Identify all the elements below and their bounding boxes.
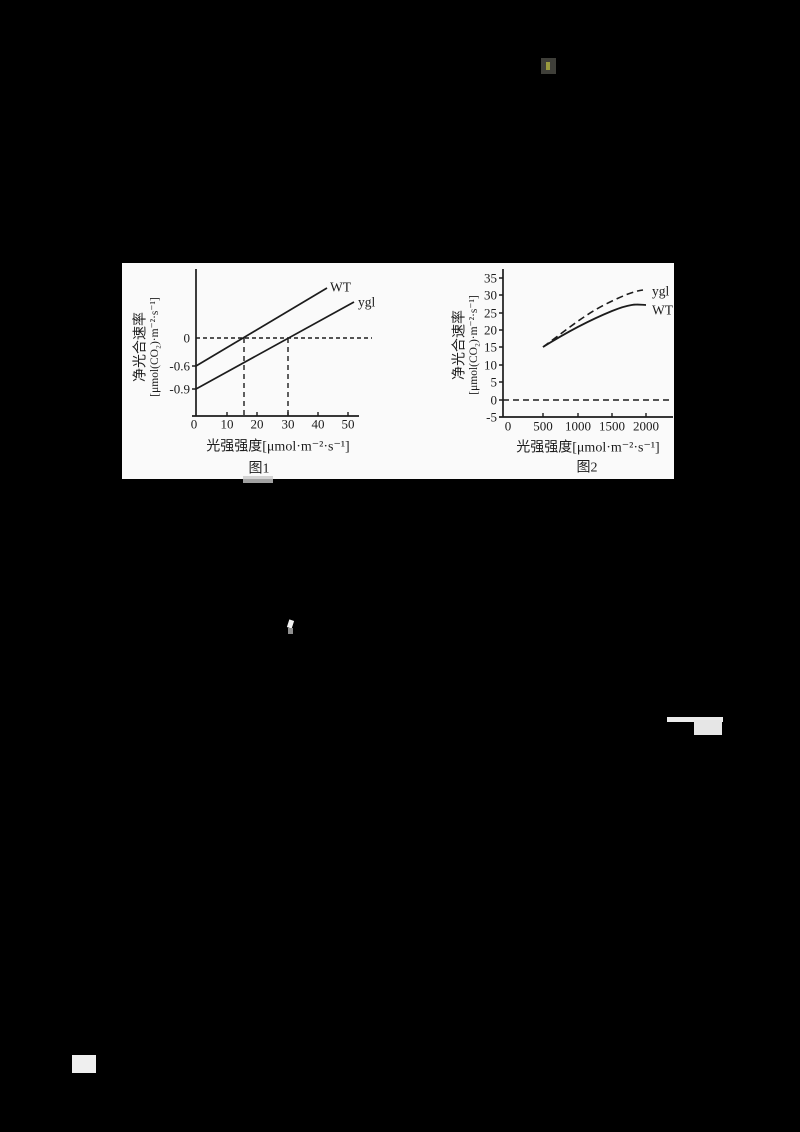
chart2-y-axis-title: 净光合速率 [451, 310, 468, 380]
chart2-x-axis-title: 光强强度[μmol·m⁻²·s⁻¹] [516, 440, 659, 456]
chart2-ytick-10: 10 [484, 358, 497, 373]
chart2-ytick-5: 5 [491, 375, 498, 390]
page-number-block [72, 1055, 96, 1073]
chart2-y-tick-marks [499, 277, 503, 401]
chart1-y-axis-title: 净光合速率 [132, 312, 149, 382]
chart2-x-tick-marks [542, 413, 647, 417]
chart1-ytick-2: -0.9 [169, 382, 190, 397]
scan-smudge [667, 717, 723, 722]
chart1-xtick-3: 30 [282, 417, 295, 432]
chart2-ytick-0: 0 [491, 393, 498, 408]
chart2-ytick-25: 25 [484, 306, 497, 321]
figure-panel: 0 -0.6 -0.9 0 10 20 30 40 50 WT ygl 净光合速… [122, 263, 723, 735]
chart2-ytick-30: 30 [484, 288, 497, 303]
chart-figure-2: 35 30 25 20 15 10 5 0 -5 0 500 1000 1500… [451, 269, 674, 476]
chart2-ytick-20: 20 [484, 323, 497, 338]
chart1-label-ygl: ygl [358, 295, 376, 310]
chart2-curve-WT [542, 303, 647, 348]
chart2-label-ygl: ygl [652, 284, 670, 299]
chart2-xtick-1000: 1000 [565, 419, 591, 434]
chart2-xtick-2000: 2000 [633, 419, 659, 434]
chart1-xtick-1: 10 [221, 417, 234, 432]
chart1-xtick-4: 40 [312, 417, 325, 432]
chart2-xtick-0: 0 [505, 419, 512, 434]
chart2-ytick-15: 15 [484, 340, 497, 355]
chart1-x-tick-marks [226, 412, 349, 416]
chart1-line-ygl [195, 301, 355, 390]
chart1-caption: 图1 [249, 462, 270, 477]
chart2-ytick-neg5: -5 [486, 410, 497, 425]
chart1-xtick-5: 50 [342, 417, 355, 432]
chart1-ytick-0: 0 [184, 331, 191, 346]
chart2-xtick-500: 500 [533, 419, 553, 434]
chart-figure-1: 0 -0.6 -0.9 0 10 20 30 40 50 WT ygl 净光合速… [132, 269, 376, 477]
chart1-x-axis-title: 光强强度[μmol·m⁻²·s⁻¹] [206, 439, 349, 455]
scan-smudge [694, 720, 722, 735]
chart1-xtick-0: 0 [191, 417, 198, 432]
figures-canvas: 0 -0.6 -0.9 0 10 20 30 40 50 WT ygl 净光合速… [132, 269, 674, 477]
chart1-line-WT [195, 287, 328, 367]
chart2-label-WT: WT [652, 303, 674, 318]
chart2-ytick-35: 35 [484, 271, 497, 286]
unknown-small-glyph-icon [541, 58, 556, 74]
cursor-mark-icon [286, 619, 295, 634]
cursor-mark-tail [288, 628, 293, 634]
glyph-mark [546, 62, 550, 70]
chart2-xtick-1500: 1500 [599, 419, 625, 434]
chart1-y-tick-marks [192, 365, 196, 390]
chart1-label-WT: WT [330, 280, 352, 295]
chart1-ytick-1: -0.6 [169, 359, 190, 374]
chart1-xtick-2: 20 [251, 417, 264, 432]
chart1-y-axis-units: [μmol(CO₂)·m⁻²·s⁻¹] [149, 297, 161, 396]
chart2-y-axis-units: [μmol(CO₂)·m⁻²·s⁻¹] [468, 295, 480, 394]
chart2-caption: 图2 [577, 461, 598, 476]
